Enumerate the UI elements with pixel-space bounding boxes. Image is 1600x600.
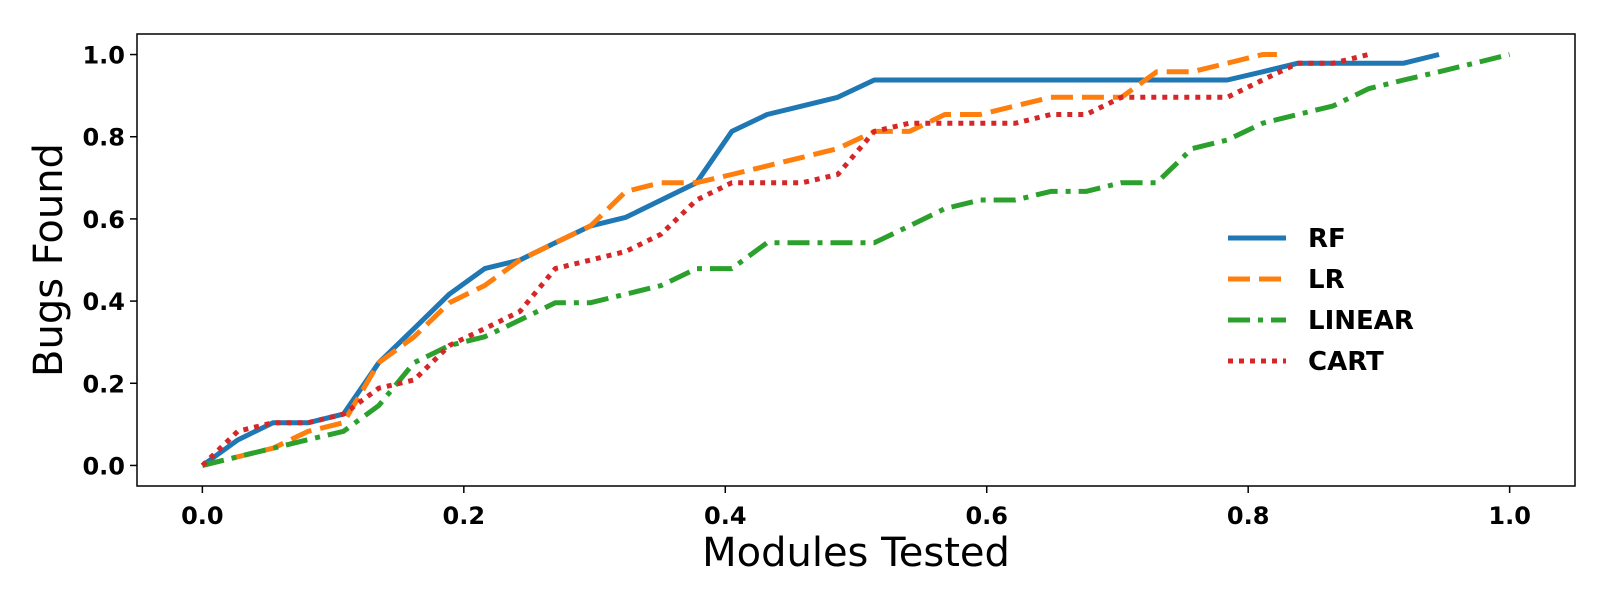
legend-label-cart: CART <box>1308 347 1384 377</box>
x-tick-label: 0.6 <box>965 502 1008 530</box>
x-axis-title: Modules Tested <box>702 530 1010 576</box>
y-tick-label: 0.6 <box>82 206 125 234</box>
x-tick-label: 0.2 <box>443 502 486 530</box>
legend-label-linear: LINEAR <box>1308 306 1414 336</box>
legend-label-lr: LR <box>1308 265 1345 295</box>
x-axis-ticks: 0.0 0.2 0.4 0.6 0.8 1.0 <box>181 486 1531 530</box>
y-tick-label: 0.4 <box>82 288 125 316</box>
y-tick-label: 1.0 <box>82 42 125 70</box>
x-tick-label: 1.0 <box>1488 502 1531 530</box>
y-axis-ticks: 0.0 0.2 0.4 0.6 0.8 1.0 <box>82 42 137 480</box>
y-tick-label: 0.8 <box>82 124 125 152</box>
legend-label-rf: RF <box>1308 224 1346 254</box>
y-tick-label: 0.0 <box>82 452 125 480</box>
x-tick-label: 0.4 <box>704 502 747 530</box>
y-axis-title: Bugs Found <box>26 143 72 377</box>
y-tick-label: 0.2 <box>82 370 125 398</box>
series-line-linear <box>201 52 1511 468</box>
series-line-lr <box>201 52 1277 468</box>
x-tick-label: 0.0 <box>181 502 224 530</box>
series-layer <box>200 52 1511 468</box>
x-tick-label: 0.8 <box>1227 502 1270 530</box>
series-line-rf <box>200 52 1440 468</box>
plot-frame <box>136 33 1576 487</box>
series-line-cart <box>200 52 1370 468</box>
legend: RF LR LINEAR CART <box>1228 224 1414 377</box>
